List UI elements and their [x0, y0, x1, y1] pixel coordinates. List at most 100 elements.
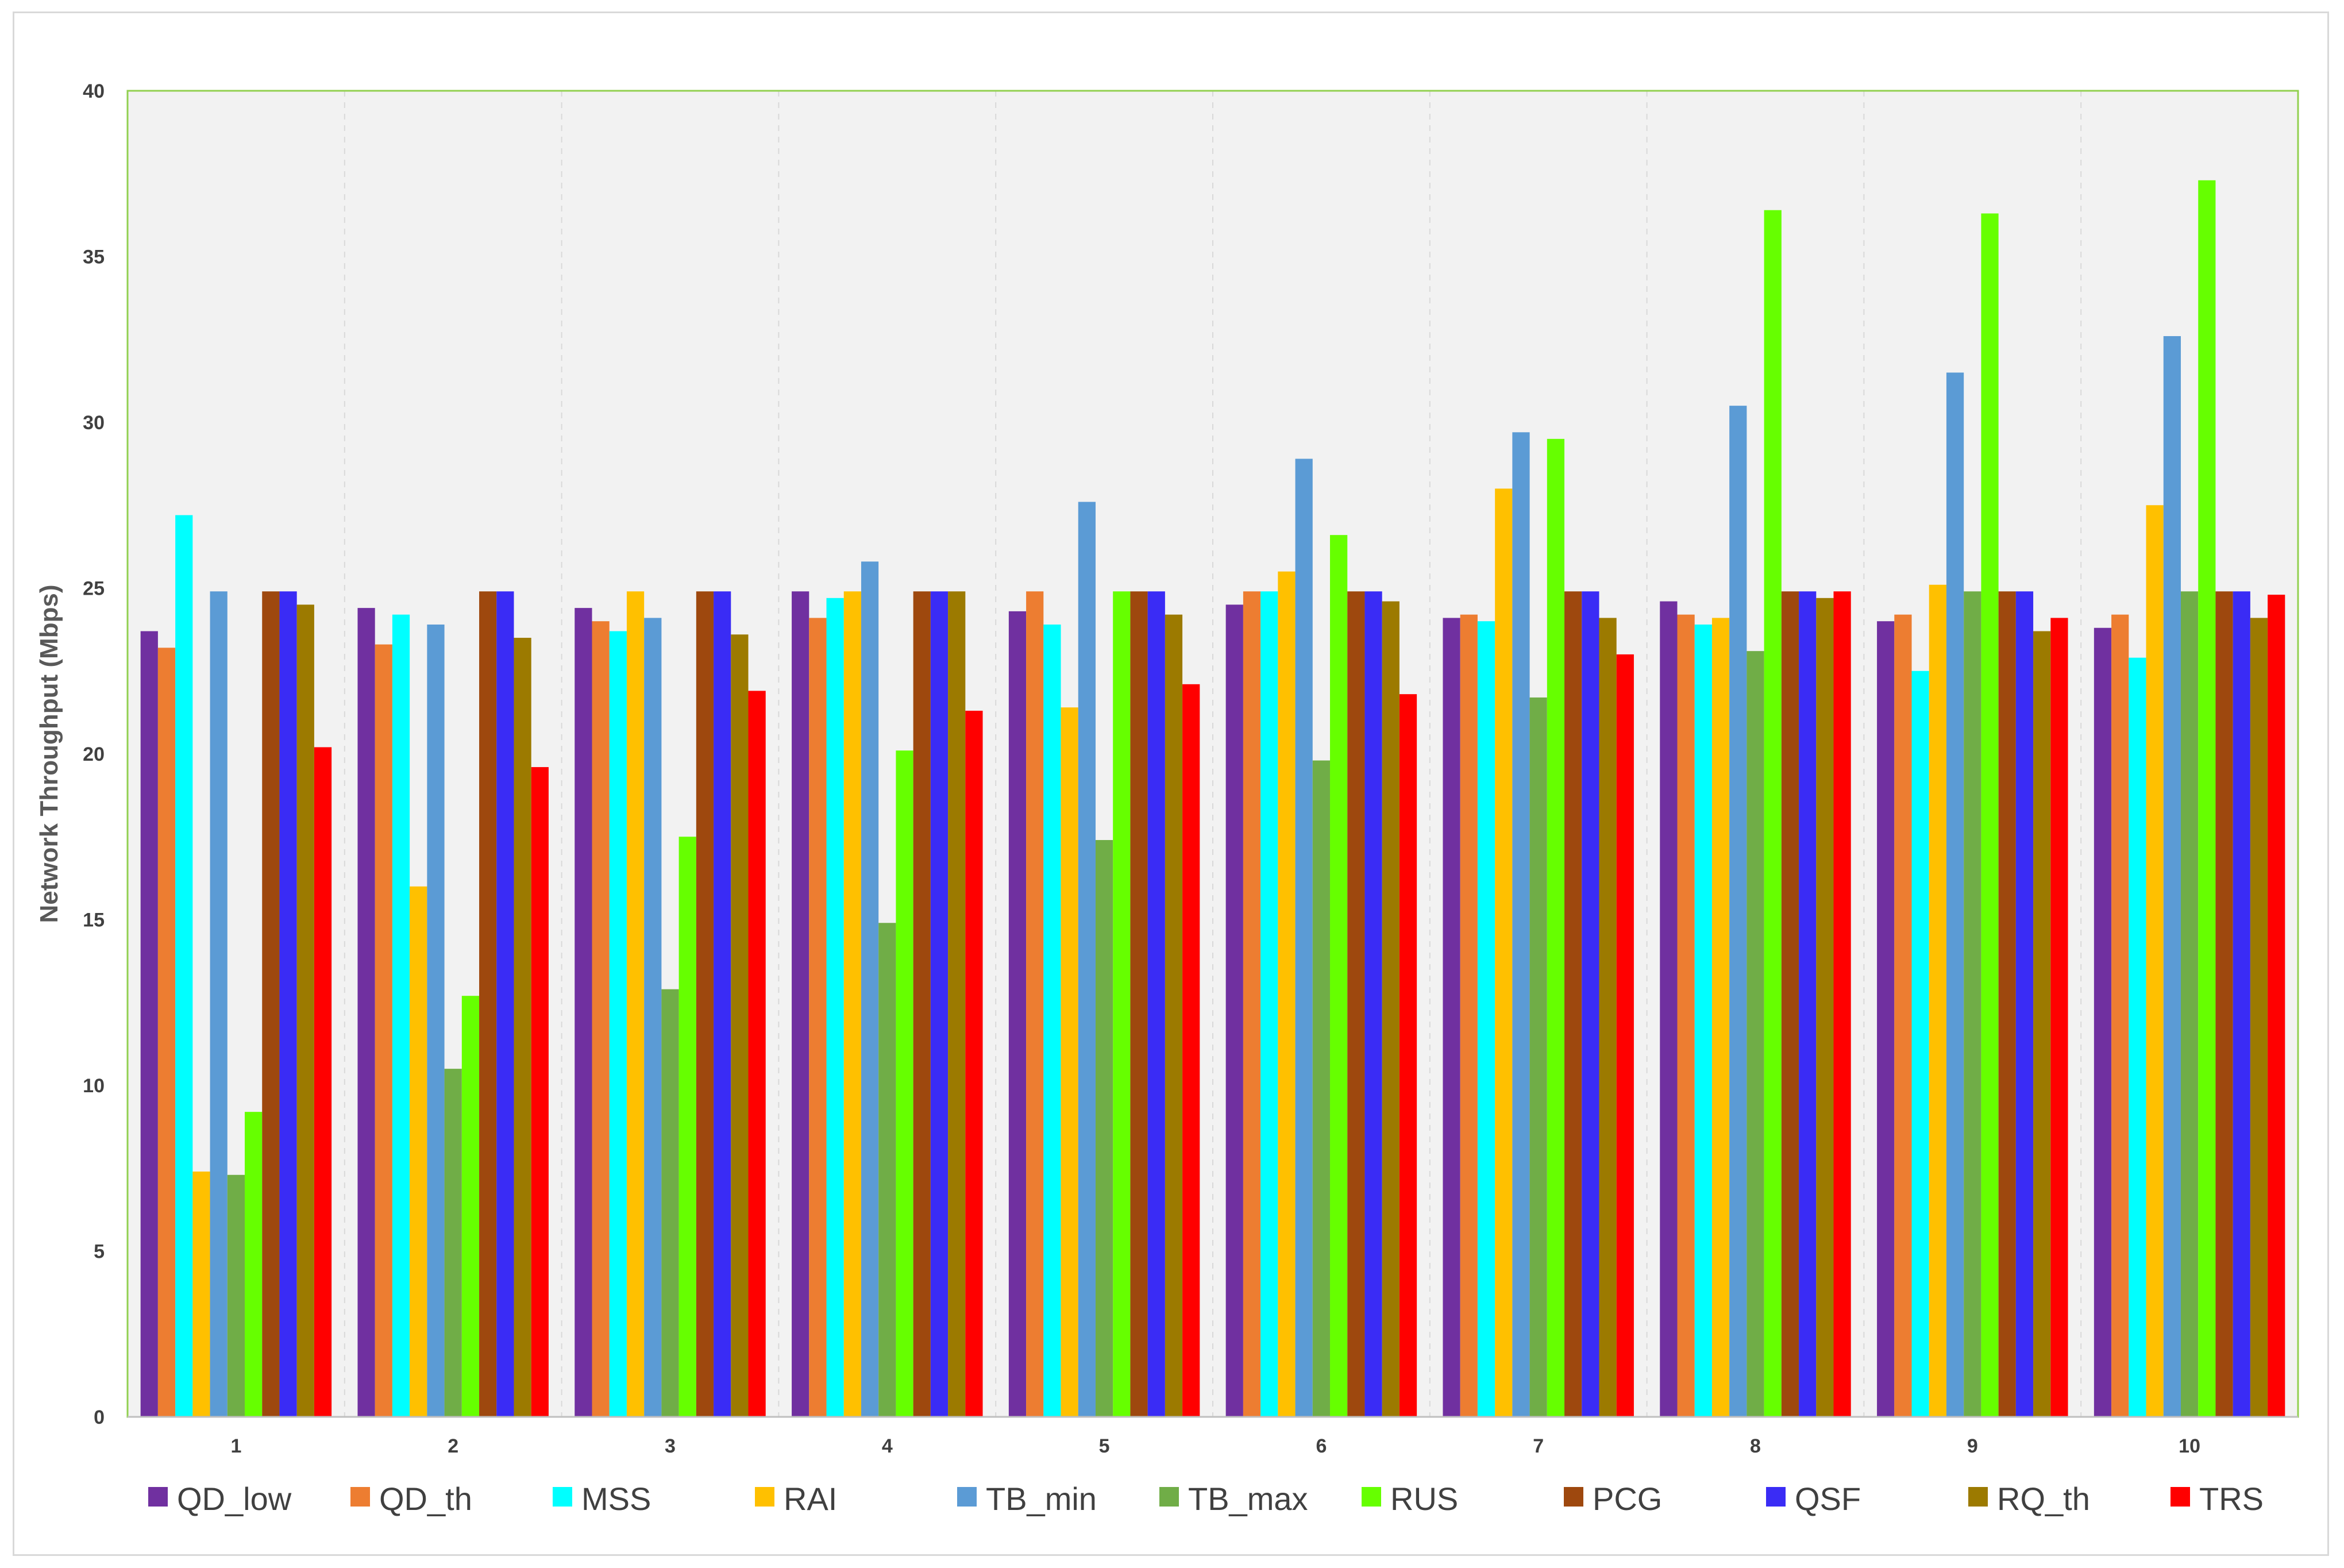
y-tick-label: 40	[83, 80, 105, 102]
bar-RQ_th-6	[1382, 601, 1400, 1417]
y-tick-label: 5	[94, 1241, 105, 1263]
bar-QD_th-1	[157, 648, 176, 1417]
x-tick-label: 3	[665, 1435, 676, 1457]
legend: QD_low QD_th MSS RAI TB_min TB_max RUS PCG QSF RQ…	[148, 1481, 2264, 1517]
bar-QD_th-3	[592, 621, 610, 1417]
x-tick-label: 4	[882, 1435, 893, 1457]
bar-RQ_th-5	[1165, 614, 1183, 1417]
bar-PCG-6	[1347, 591, 1365, 1417]
bar-TB_min-1	[210, 591, 228, 1417]
bar-RAI-9	[1929, 584, 1946, 1417]
bar-TB_max-6	[1312, 760, 1331, 1417]
bar-MSS-2	[392, 614, 410, 1417]
y-tick-label: 30	[83, 412, 105, 434]
bar-QSF-9	[2015, 591, 2034, 1417]
bar-PCG-2	[479, 591, 497, 1417]
bar-QSF-2	[496, 591, 514, 1417]
bar-QD_low-10	[2094, 627, 2112, 1417]
bar-RUS-5	[1113, 591, 1131, 1417]
bar-RQ_th-9	[2033, 631, 2051, 1417]
bar-QSF-6	[1364, 591, 1382, 1417]
bar-PCG-1	[262, 591, 280, 1417]
bar-RUS-1	[245, 1112, 263, 1417]
legend-label-RAI: RAI	[784, 1481, 837, 1517]
bar-TRS-5	[1182, 684, 1200, 1417]
bar-PCG-5	[1130, 591, 1148, 1417]
legend-swatch-RQ_th	[1968, 1487, 1988, 1507]
x-tick-label: 1	[230, 1435, 241, 1457]
bar-TB_min-9	[1946, 372, 1964, 1417]
bar-PCG-10	[2215, 591, 2233, 1417]
legend-label-RQ_th: RQ_th	[1997, 1481, 2090, 1517]
bar-QD_th-4	[809, 618, 827, 1417]
x-tick-label: 8	[1750, 1435, 1761, 1457]
x-tick-label: 6	[1316, 1435, 1327, 1457]
legend-swatch-TB_max	[1159, 1487, 1179, 1507]
bar-TB_max-1	[227, 1174, 245, 1417]
legend-swatch-QD_th	[350, 1487, 370, 1507]
legend-label-QD_low: QD_low	[177, 1481, 292, 1517]
bar-QD_low-1	[140, 631, 158, 1417]
bar-QSF-3	[714, 591, 731, 1417]
y-tick-label: 15	[83, 910, 105, 931]
bar-RAI-5	[1061, 707, 1078, 1417]
bar-RQ_th-2	[514, 638, 531, 1417]
bar-RUS-2	[461, 996, 480, 1417]
bar-TB_min-6	[1295, 459, 1313, 1417]
bar-PCG-7	[1564, 591, 1582, 1417]
bar-QD_th-5	[1026, 591, 1044, 1417]
legend-swatch-TRS	[2170, 1487, 2190, 1507]
bar-TRS-8	[1833, 591, 1851, 1417]
bar-MSS-7	[1477, 621, 1495, 1417]
bars	[140, 180, 2285, 1417]
bar-QD_low-2	[357, 608, 375, 1417]
legend-label-TRS: TRS	[2199, 1481, 2264, 1517]
bar-QD_low-7	[1443, 618, 1460, 1417]
bar-QD_th-8	[1677, 614, 1695, 1417]
x-tick-label: 7	[1533, 1435, 1544, 1457]
bar-TB_min-10	[2163, 336, 2181, 1417]
bar-QD_th-10	[2111, 614, 2129, 1417]
bar-MSS-3	[609, 631, 627, 1417]
legend-label-TB_max: TB_max	[1188, 1481, 1308, 1517]
bar-PCG-3	[696, 591, 714, 1417]
bar-TB_max-3	[661, 989, 679, 1417]
bar-RUS-4	[896, 750, 913, 1417]
bar-QSF-8	[1799, 591, 1817, 1417]
bar-TRS-1	[314, 747, 332, 1417]
bar-QD_th-9	[1894, 614, 1912, 1417]
legend-swatch-QD_low	[148, 1487, 168, 1507]
bar-QD_low-8	[1660, 601, 1678, 1417]
bar-RAI-1	[192, 1172, 210, 1417]
bar-TB_min-7	[1512, 432, 1530, 1417]
x-tick-label: 5	[1099, 1435, 1110, 1457]
bar-RAI-6	[1278, 571, 1296, 1417]
bar-RUS-10	[2198, 180, 2216, 1417]
bar-RUS-6	[1330, 535, 1348, 1417]
x-axis-ticks: 1 2 3 4 5 6 7 8 9 10	[230, 1435, 2200, 1457]
legend-swatch-RAI	[755, 1487, 774, 1507]
bar-TB_min-2	[427, 624, 445, 1417]
bar-RQ_th-8	[1816, 598, 1834, 1417]
bar-TB_min-8	[1729, 406, 1747, 1417]
bar-TB_min-3	[644, 618, 662, 1417]
y-axis-title: Network Throughput (Mbps)	[35, 584, 63, 923]
bar-TB_max-9	[1964, 591, 1981, 1417]
bar-QD_low-5	[1008, 611, 1027, 1417]
y-tick-label: 20	[83, 743, 105, 765]
bar-RAI-4	[843, 591, 861, 1417]
legend-swatch-PCG	[1564, 1487, 1583, 1507]
bar-RAI-7	[1495, 488, 1513, 1417]
bar-TB_max-10	[2180, 591, 2199, 1417]
legend-label-RUS: RUS	[1390, 1481, 1458, 1517]
bar-RUS-8	[1764, 210, 1782, 1417]
bar-QD_th-6	[1243, 591, 1261, 1417]
bar-TB_max-7	[1529, 697, 1547, 1417]
bar-QSF-7	[1582, 591, 1599, 1417]
bar-QSF-1	[279, 591, 297, 1417]
bar-TB_max-4	[878, 923, 896, 1417]
legend-label-QD_th: QD_th	[379, 1481, 472, 1517]
bar-TRS-3	[748, 691, 766, 1417]
bar-TRS-4	[965, 710, 983, 1417]
